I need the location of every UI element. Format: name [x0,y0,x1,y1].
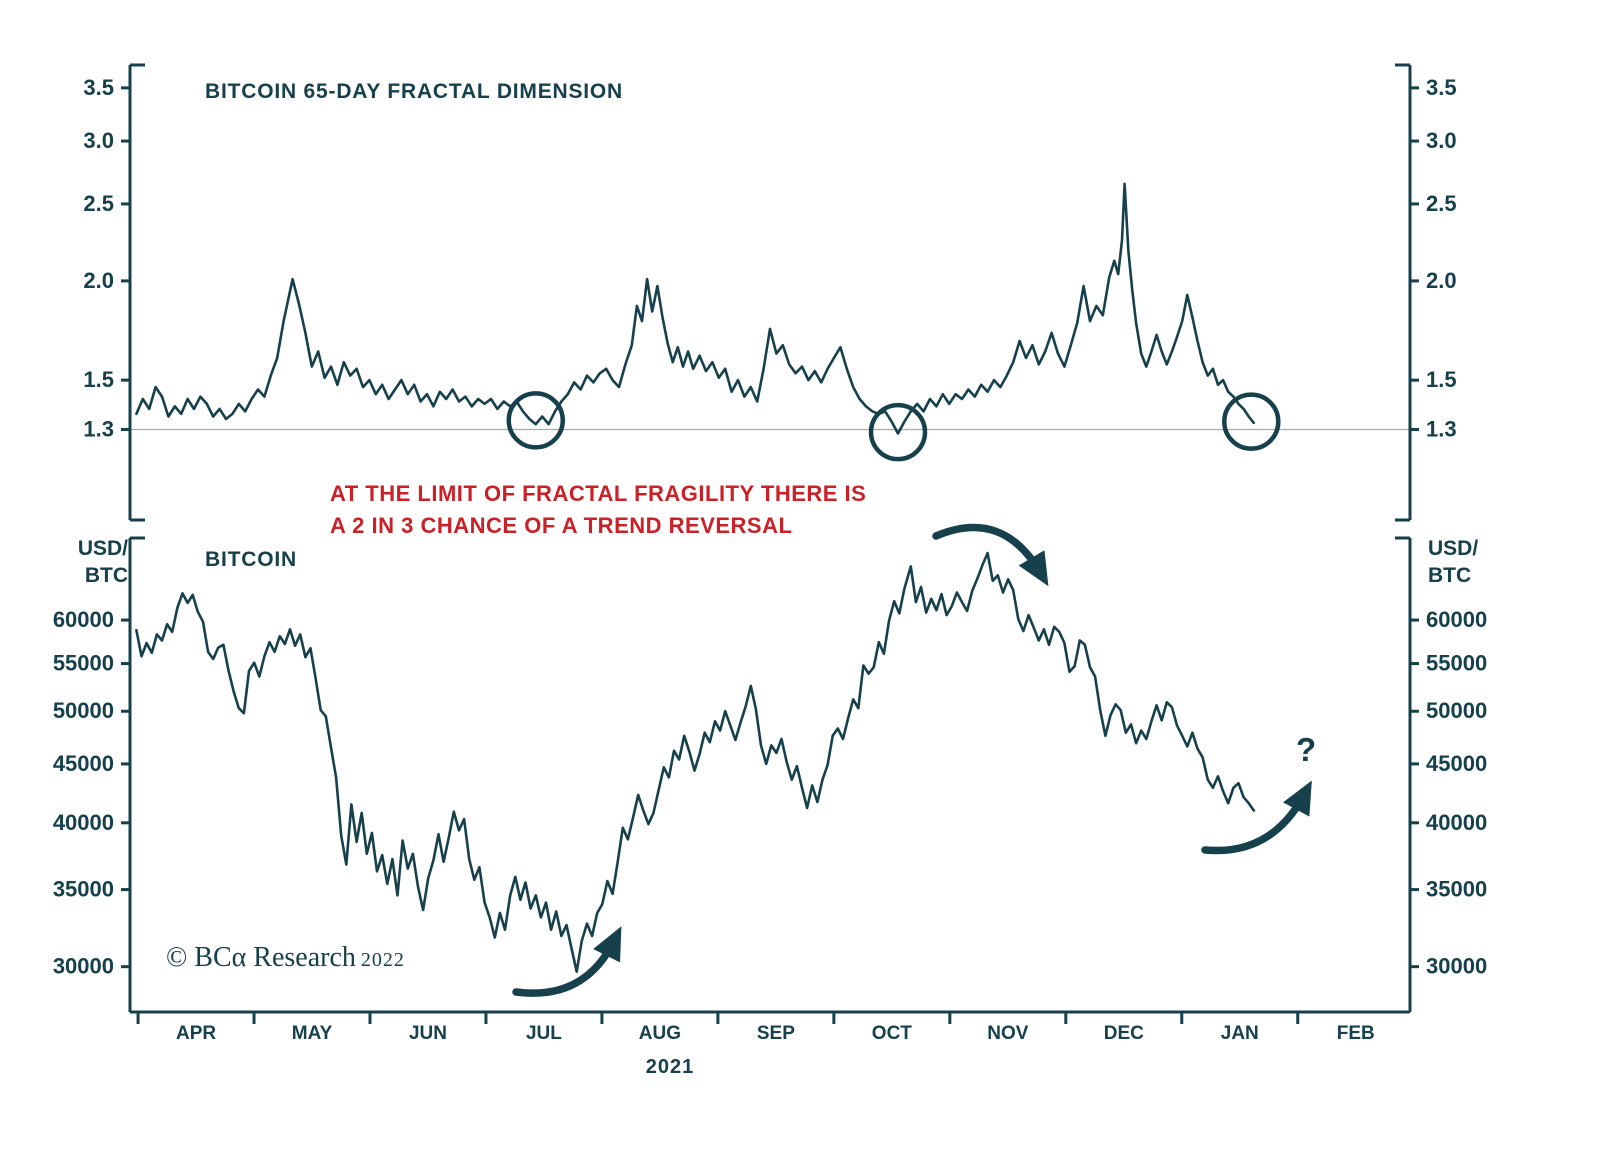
month-label: JUN [409,1023,447,1044]
month-label: JUL [526,1023,562,1044]
bitcoin-price-tick-label-left: 35000 [53,877,114,902]
x-axis-year: 2021 [645,1056,695,1078]
fractal-fragility-note: AT THE LIMIT OF FRACTAL FRAGILITY THERE … [330,478,866,542]
month-label: DEC [1104,1023,1144,1044]
y-unit-label-left: USD/ BTC [56,535,128,589]
bitcoin-price-tick-label-right: 30000 [1426,954,1487,979]
top-panel-title: BITCOIN 65-DAY FRACTAL DIMENSION [205,80,624,103]
bitcoin-price-tick-label-right: 55000 [1426,651,1487,676]
month-label: APR [176,1023,216,1044]
unit-btc: BTC [84,564,128,587]
month-label: OCT [872,1023,913,1044]
trend-reversal-up-july-arrow [512,926,622,997]
bitcoin-price-tick-label-right: 45000 [1426,751,1487,776]
bitcoin-price-tick-label-left: 30000 [53,954,114,979]
fractal-dimension-tick-label-left: 3.0 [83,128,114,153]
bitcoin-price-series [135,551,1256,973]
unit-usd: USD/ [1428,537,1479,560]
fractal-dimension-tick-label-left: 1.3 [83,417,114,442]
unit-btc: BTC [1428,564,1472,587]
bitcoin-price-tick-label-right: 35000 [1426,877,1487,902]
fractal-dimension-tick-label-left: 1.5 [83,367,114,392]
fractal-dimension-series [135,182,1256,435]
bitcoin-price-tick-label-left: 55000 [53,651,114,676]
bitcoin-price-tick-label-right: 60000 [1426,607,1487,632]
month-label: MAY [292,1023,333,1044]
note-line-2: A 2 IN 3 CHANCE OF A TREND REVERSAL [330,513,793,538]
bitcoin-price-tick-label-right: 40000 [1426,810,1487,835]
question-mark-annotation: ? [1296,731,1317,768]
copyright-year: 2022 [360,949,405,971]
unit-usd: USD/ [77,537,128,560]
month-label: FEB [1337,1023,1375,1044]
month-label: AUG [639,1023,681,1044]
fractal-dimension-tick-label-right: 1.5 [1426,367,1457,392]
copyright: © BCα Research 2022 [166,942,405,974]
trend-reversal-up-january-arrow [1201,780,1312,855]
bitcoin-price-tick-label-left: 50000 [53,698,114,723]
bitcoin-price-tick-label-left: 40000 [53,810,114,835]
note-line-1: AT THE LIMIT OF FRACTAL FRAGILITY THERE … [330,481,867,506]
fractal-dimension-tick-label-right: 2.5 [1426,191,1457,216]
fractal-limit-circle [1222,392,1281,451]
copyright-name: © BCα Research [166,942,356,973]
fractal-dimension-tick-label-right: 3.5 [1426,75,1457,100]
y-unit-label-right: USD/ BTC [1428,535,1518,589]
bitcoin-price-tick-label-right: 50000 [1426,698,1487,723]
fractal-limit-circle [868,402,928,462]
month-label: SEP [757,1023,795,1044]
trend-reversal-down-november-arrow [932,523,1049,587]
fractal-dimension-tick-label-right: 3.0 [1426,128,1457,153]
month-label: NOV [987,1023,1029,1044]
fractal-dimension-tick-label-right: 1.3 [1426,417,1457,442]
fractal-limit-circle [506,391,566,450]
month-label: JAN [1221,1023,1259,1044]
bitcoin-price-tick-label-left: 60000 [53,607,114,632]
bitcoin-price-tick-label-left: 45000 [53,751,114,776]
fractal-dimension-tick-label-left: 2.0 [83,268,114,293]
fractal-dimension-tick-label-left: 2.5 [83,191,114,216]
fractal-dimension-tick-label-right: 2.0 [1426,268,1457,293]
fractal-dimension-tick-label-left: 3.5 [83,75,114,100]
bottom-panel-title: BITCOIN [205,548,297,571]
